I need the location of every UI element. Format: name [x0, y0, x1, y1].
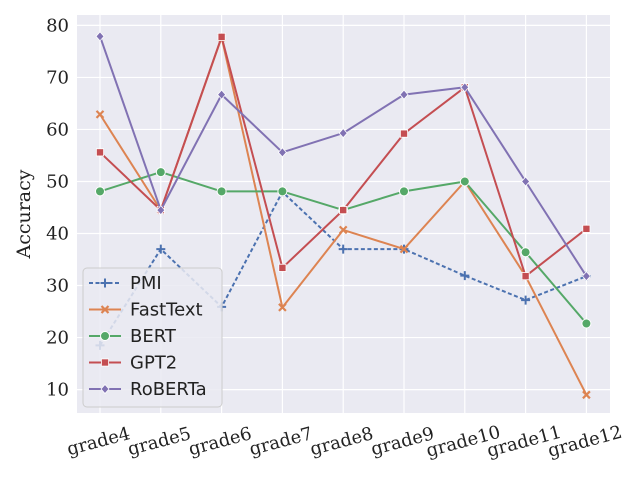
data-point-bert — [399, 186, 409, 197]
series-roberta — [95, 31, 591, 282]
x-tick-labels: grade4grade5grade6grade7grade8grade9grad… — [65, 422, 625, 462]
y-tick-label: 60 — [46, 119, 69, 140]
legend-label-gpt2: GPT2 — [130, 353, 177, 374]
legend-label-fasttext: FastText — [130, 300, 203, 321]
y-tick-label: 10 — [46, 380, 69, 401]
data-point-gpt2 — [582, 224, 591, 233]
legend-marker-fasttext — [100, 305, 110, 314]
data-point-gpt2 — [339, 206, 348, 215]
legend-item-gpt2: GPT2 — [89, 353, 177, 374]
data-point-pmi — [460, 271, 470, 281]
data-point-pmi — [338, 244, 348, 254]
x-tick-label: grade6 — [186, 423, 254, 460]
legend-marker-pmi — [100, 278, 110, 288]
legend-label-bert: BERT — [130, 326, 177, 347]
legend-label-pmi: PMI — [130, 273, 162, 294]
data-point-gpt2 — [399, 129, 408, 138]
data-point-fasttext — [338, 225, 348, 235]
legend-box — [82, 267, 223, 408]
y-tick-label: 70 — [46, 67, 69, 88]
data-point-bert — [520, 247, 531, 258]
legend-item-bert: BERT — [89, 326, 177, 347]
legend-marker-roberta — [100, 383, 110, 395]
data-point-roberta — [95, 31, 105, 42]
series-group — [95, 31, 592, 400]
data-point-roberta — [399, 89, 409, 100]
legend-label-roberta: RoBERTa — [130, 379, 207, 400]
data-point-pmi — [521, 295, 531, 305]
legend-item-fasttext: FastText — [89, 300, 203, 321]
y-tick-label: 30 — [46, 276, 69, 297]
legend-marker-gpt2 — [101, 358, 110, 367]
x-tick-label: grade5 — [126, 423, 194, 460]
legend-item-pmi: PMI — [89, 273, 162, 294]
data-point-roberta — [581, 271, 591, 282]
data-point-gpt2 — [278, 263, 287, 272]
data-point-bert — [216, 186, 227, 197]
y-tick-label: 40 — [46, 224, 69, 245]
data-point-roberta — [277, 147, 287, 158]
y-tick-labels: 10 20 30 40 50 60 70 80 — [46, 15, 69, 400]
data-point-roberta — [217, 89, 227, 100]
y-tick-label: 80 — [46, 15, 69, 36]
legend-item-roberta: RoBERTa — [89, 379, 207, 400]
y-axis-label: Accuracy — [13, 169, 35, 259]
data-point-fasttext — [95, 110, 105, 119]
legend-marker-bert — [100, 331, 110, 341]
x-tick-label: grade7 — [247, 423, 315, 460]
data-point-gpt2 — [521, 272, 530, 281]
data-point-roberta — [521, 176, 531, 187]
x-tick-label: grade4 — [65, 423, 133, 460]
data-point-roberta — [156, 204, 166, 216]
data-point-pmi — [156, 244, 166, 254]
legend: PMI FastText BERT GPT2 RoBERTa — [82, 267, 223, 408]
data-point-fasttext — [278, 303, 287, 312]
y-tick-label: 20 — [46, 328, 69, 349]
data-point-gpt2 — [217, 32, 226, 41]
y-tick-label: 50 — [46, 171, 69, 192]
data-point-fasttext — [582, 390, 591, 400]
data-point-bert — [459, 176, 470, 187]
data-point-bert — [95, 186, 105, 197]
data-point-gpt2 — [96, 148, 105, 157]
data-point-roberta — [460, 82, 470, 93]
data-point-roberta — [338, 127, 348, 139]
x-tick-label: grade8 — [308, 423, 376, 460]
data-point-bert — [155, 167, 166, 178]
data-point-bert — [277, 186, 288, 197]
data-point-bert — [581, 318, 592, 329]
data-point-fasttext — [399, 244, 409, 254]
